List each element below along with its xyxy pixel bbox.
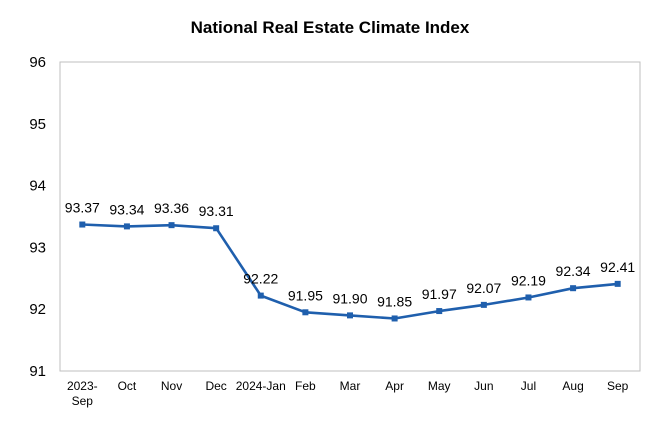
data-label: 91.90 (332, 290, 367, 306)
data-label: 92.34 (556, 263, 591, 279)
x-tick-label: Oct (118, 379, 137, 393)
x-tick-label: Mar (340, 379, 361, 393)
data-label: 92.19 (511, 272, 546, 288)
y-tick-label: 91 (29, 363, 46, 380)
data-point-marker (614, 280, 621, 287)
y-tick-label: 95 (29, 116, 46, 133)
chart-title: National Real Estate Climate Index (190, 18, 470, 37)
x-tick-label: Dec (205, 379, 226, 393)
data-label: 91.85 (377, 293, 412, 309)
data-label: 92.41 (600, 259, 635, 275)
x-tick-label: Feb (295, 379, 316, 393)
data-label: 91.95 (288, 287, 323, 303)
data-point-marker (79, 221, 86, 228)
y-tick-label: 92 (29, 301, 46, 318)
x-tick-label: May (428, 379, 451, 393)
data-point-marker (213, 225, 220, 232)
x-tick-label: Aug (562, 379, 583, 393)
data-point-marker (436, 308, 443, 315)
data-label: 93.36 (154, 200, 189, 216)
y-tick-label: 96 (29, 54, 46, 71)
x-tick-label: 2024-Jan (236, 379, 286, 393)
data-point-marker (302, 309, 309, 316)
x-tick-label: Jul (521, 379, 536, 393)
y-tick-label: 94 (29, 178, 46, 195)
data-point-marker (347, 312, 353, 319)
data-label: 91.97 (422, 286, 457, 302)
x-tick-label: Jun (474, 379, 493, 393)
data-point-marker (168, 222, 175, 229)
data-point-marker (480, 301, 487, 308)
y-tick-label: 93 (29, 239, 46, 256)
x-tick-label: 2023-Sep (67, 379, 98, 408)
data-point-marker (123, 223, 130, 230)
x-tick-label: Nov (161, 379, 182, 393)
x-tick-label: Apr (385, 379, 404, 393)
data-point-marker (570, 285, 577, 292)
data-label: 93.34 (109, 201, 144, 217)
data-point-marker (257, 292, 264, 299)
data-label: 92.07 (466, 280, 501, 296)
data-point-marker (391, 315, 398, 322)
data-label: 92.22 (243, 271, 278, 287)
data-point-marker (525, 294, 532, 301)
data-label: 93.31 (199, 203, 234, 219)
data-label: 93.37 (65, 200, 100, 216)
x-tick-label: Sep (607, 379, 629, 393)
plot-area-border (59, 61, 641, 372)
